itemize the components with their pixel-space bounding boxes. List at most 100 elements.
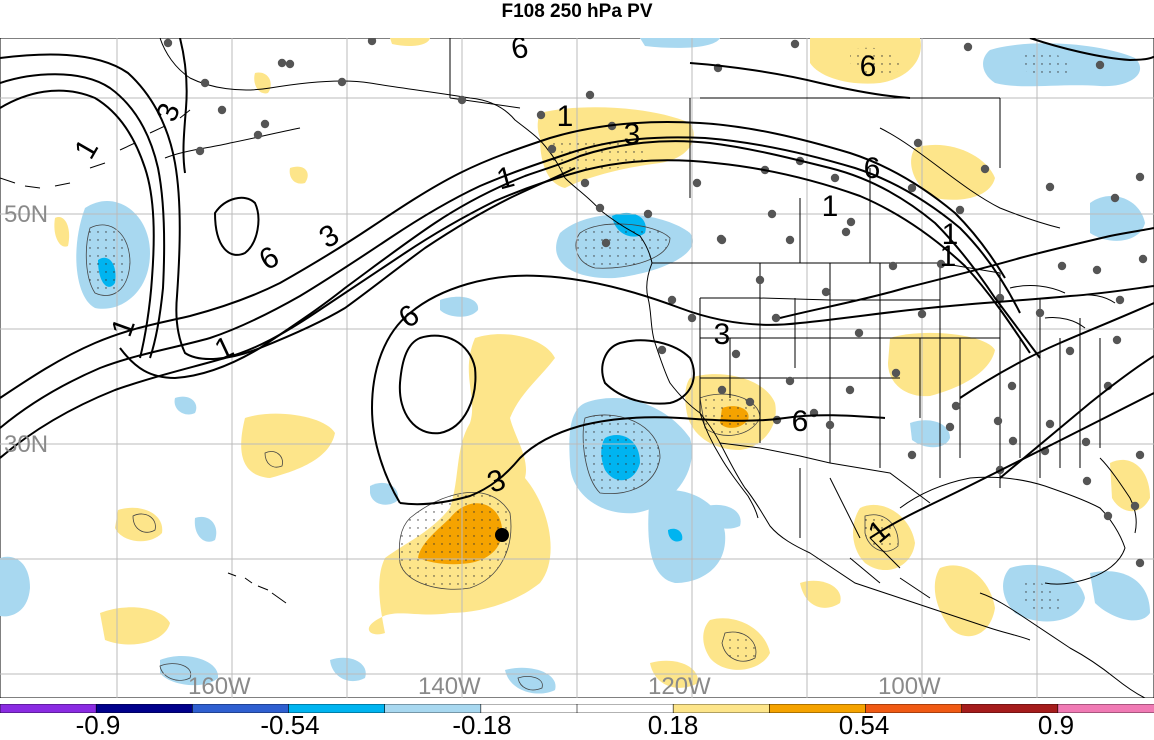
station-dot — [955, 205, 965, 215]
station-dot — [1135, 450, 1145, 460]
negative-anomaly-area — [174, 396, 197, 415]
hudson-bay-coast — [879, 127, 1061, 229]
positive-anomaly-area — [54, 217, 70, 247]
station-dot — [337, 77, 347, 87]
pv-contour — [119, 140, 1041, 380]
map-title: F108 250 hPa PV — [501, 1, 653, 22]
contour-label: 1 — [557, 100, 574, 133]
station-dot — [951, 401, 961, 411]
hawaii — [227, 572, 287, 604]
negative-anomaly-core — [668, 528, 683, 542]
station-dot — [580, 178, 590, 188]
contour-label: 6 — [860, 50, 877, 83]
pv-contour — [0, 120, 1006, 399]
station-dot — [1095, 60, 1105, 70]
pv-contour — [399, 414, 886, 506]
station-dot — [367, 38, 377, 46]
colorbar-tick-label: -0.18 — [452, 710, 512, 740]
central-america — [979, 592, 1146, 698]
contour-label: 6 — [792, 405, 809, 438]
pv-contour — [0, 136, 1021, 429]
station-dot — [731, 349, 741, 359]
station-dot — [1082, 476, 1092, 486]
canada-province-borders — [689, 97, 1001, 263]
station-dot — [1007, 381, 1017, 391]
station-dot — [767, 209, 777, 219]
negative-anomaly-area — [194, 516, 217, 542]
positive-anomaly-area — [934, 565, 995, 637]
contour-label: 1 — [940, 240, 957, 273]
pv-contour — [213, 196, 260, 256]
pv-contour — [779, 227, 1154, 319]
station-dot — [917, 309, 927, 319]
station-dot — [277, 58, 287, 68]
station-dot — [285, 59, 295, 69]
station-dot — [821, 287, 831, 297]
positive-anomaly-area — [800, 580, 841, 608]
pv-contour — [370, 274, 1154, 504]
negative-anomaly-area — [0, 556, 30, 617]
negative-anomaly-area — [1090, 195, 1145, 241]
station-dot — [980, 164, 990, 174]
significance-stippling — [86, 47, 1071, 662]
station-dot — [601, 238, 611, 248]
station-dot — [1057, 261, 1067, 271]
station-dot — [790, 39, 800, 49]
station-dot — [1045, 182, 1055, 192]
station-dot — [963, 42, 973, 52]
colorbar-tick-label: 0.18 — [647, 710, 699, 740]
contour-label: 1 — [822, 190, 839, 223]
station-dot — [1035, 308, 1045, 318]
station-dot — [1103, 511, 1113, 521]
station-dot — [717, 385, 727, 395]
positive-anomaly-area — [241, 413, 335, 478]
colorbar-tick-label: 0.9 — [1037, 710, 1075, 740]
pv-contours — [0, 38, 1154, 539]
negative-anomaly-area — [640, 38, 720, 48]
positive-anomaly-area — [888, 332, 995, 397]
positive-anomaly-area — [289, 166, 308, 184]
lon-label: 120W — [648, 673, 711, 698]
station-dot — [1130, 501, 1140, 511]
station-dot — [1115, 295, 1125, 305]
station-dot — [692, 178, 702, 188]
station-dot — [785, 235, 795, 245]
lon-label: 140W — [418, 673, 481, 698]
canada-us-border — [652, 262, 1001, 274]
station-dot — [1045, 419, 1055, 429]
station-dot — [830, 173, 840, 183]
contour-label: 6 — [509, 38, 531, 66]
station-dot — [1138, 254, 1148, 264]
pv-contour — [0, 159, 1031, 459]
pv-contour — [689, 62, 911, 99]
us-mexico-border — [719, 442, 931, 504]
station-dot — [771, 313, 781, 323]
marker-dot — [495, 528, 509, 542]
station-dot — [1135, 558, 1145, 568]
station-dot — [1110, 193, 1120, 203]
station-dot — [217, 105, 227, 115]
florida — [1099, 457, 1137, 534]
pv-contour — [869, 392, 1154, 539]
gulf-of-mexico-coast — [899, 476, 1126, 585]
pv-contour — [1029, 38, 1154, 62]
pv-contour — [601, 339, 695, 405]
station-dot — [1081, 437, 1091, 447]
station-dot — [595, 203, 605, 213]
pv-contour — [398, 334, 477, 435]
lon-label: 160W — [188, 673, 251, 698]
positive-anomaly-area — [390, 38, 430, 46]
station-dot — [755, 275, 765, 285]
lat-label: 50N — [4, 201, 48, 228]
station-dot — [785, 376, 795, 386]
pv-contour — [0, 89, 155, 359]
station-dot — [913, 138, 923, 148]
colorbar-tick-label: 0.54 — [838, 710, 890, 740]
station-dot — [907, 450, 917, 460]
colorbar-tick-label: -0.9 — [75, 710, 121, 740]
station-dot — [891, 368, 901, 378]
station-dot — [1112, 335, 1122, 345]
station-dot — [643, 209, 653, 219]
